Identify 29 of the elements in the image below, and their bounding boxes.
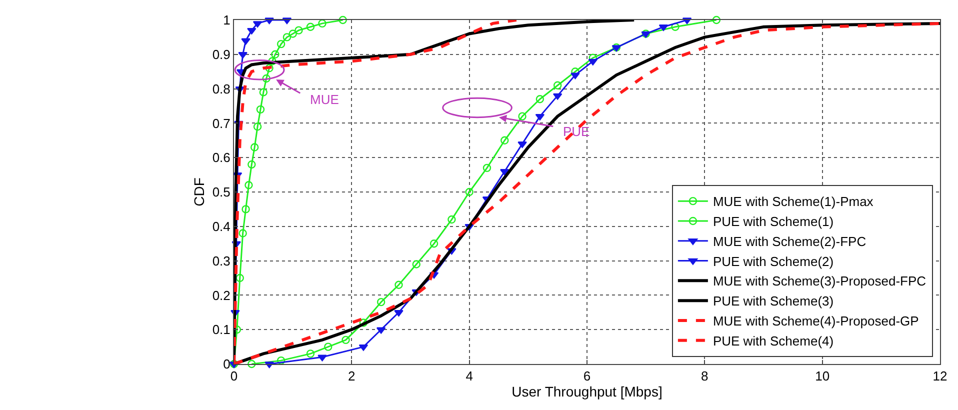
y-tick-label: 0.9	[212, 46, 230, 62]
y-tick-label: 0.3	[212, 253, 230, 268]
x-tick-label: 10	[815, 368, 830, 384]
y-tick-label: 0.6	[212, 150, 230, 166]
legend-label: PUE with Scheme(4)	[712, 333, 834, 348]
y-tick-label: 0	[223, 356, 230, 372]
x-axis-title: User Throughput [Mbps]	[512, 384, 662, 400]
legend-label: MUE with Scheme(2)-FPC	[712, 234, 866, 249]
x-tick-label: 2	[348, 368, 356, 384]
legend-label: MUE with Scheme(3)-Proposed-FPC	[712, 274, 926, 289]
legend-label: MUE with Scheme(1)-Pmax	[712, 194, 874, 210]
y-tick-label: 0.8	[212, 81, 230, 96]
legend-label: PUE with Scheme(3)	[712, 294, 834, 309]
annotation: MUE	[310, 92, 340, 107]
y-tick-label: 0.5	[212, 184, 230, 200]
legend-label: PUE with Scheme(1)	[712, 214, 834, 230]
x-tick-label: 6	[583, 368, 591, 384]
legend-label: MUE with Scheme(4)-Proposed-GP	[712, 314, 919, 329]
x-tick-label: 8	[701, 368, 708, 384]
y-axis-title: CDF	[190, 178, 207, 206]
legend-label: PUE with Scheme(2)	[712, 254, 834, 269]
annotation: PUE	[563, 124, 590, 139]
y-tick-label: 0.4	[212, 218, 230, 234]
y-tick-label: 0.1	[212, 322, 230, 338]
y-tick-label: 0.7	[212, 116, 230, 131]
y-tick-label: 1	[223, 12, 230, 28]
x-tick-label: 4	[466, 368, 473, 384]
y-tick-label: 0.2	[212, 288, 230, 303]
x-tick-label: 12	[932, 368, 948, 384]
